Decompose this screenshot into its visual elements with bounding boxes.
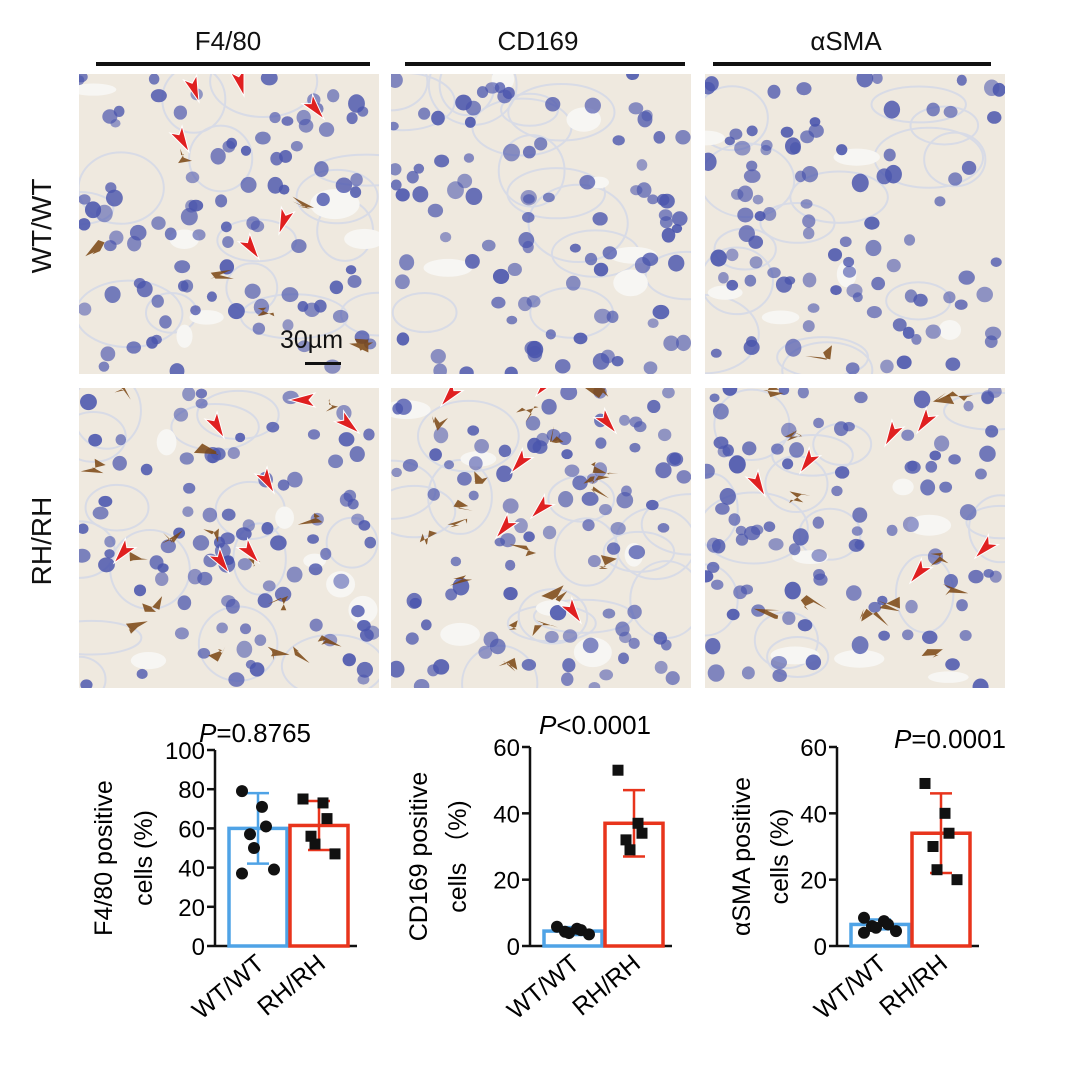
data-point	[260, 820, 272, 833]
data-point	[244, 828, 256, 841]
column-title-asma: αSMA	[810, 26, 882, 56]
y-tick-label: 20	[800, 868, 827, 895]
data-point	[624, 844, 636, 856]
y-tick-label: 100	[165, 738, 205, 765]
y-axis-label: cells （%)	[444, 800, 472, 913]
micrograph-rh-asma	[705, 388, 1005, 688]
data-point	[632, 817, 644, 829]
data-point	[890, 925, 902, 938]
column-rule-cd169	[405, 62, 685, 66]
scale-bar	[305, 362, 341, 365]
data-point	[321, 813, 333, 825]
y-tick-label: 20	[178, 895, 205, 922]
y-tick-label: 60	[178, 816, 205, 843]
chart-f480-svg: P=0.8765 0 20 40 60 80 100 F4/80 positive cells …	[90, 718, 357, 1025]
data-point	[636, 827, 648, 839]
x-tick-label: RH/RH	[252, 949, 331, 1021]
p-value-label: P<0.0001	[539, 710, 651, 740]
row-label-rh: RH/RH	[26, 496, 57, 586]
row-label-wt: WT/WT	[26, 178, 57, 274]
data-point	[329, 848, 341, 860]
data-point	[583, 928, 595, 941]
data-point	[939, 807, 951, 819]
micrograph-rh-cd169	[391, 388, 691, 688]
chart-asma: P=0.0001 0 20 40 60 αSMA positive cells (%) WT/…	[710, 700, 1081, 1063]
data-point	[931, 864, 943, 876]
micrograph-wt-f480	[79, 74, 379, 374]
data-point	[236, 785, 248, 798]
scale-bar-label: 30µm	[280, 326, 344, 354]
y-tick-label: 0	[814, 934, 827, 961]
y-tick-label: 80	[178, 777, 205, 804]
y-tick-label: 20	[493, 868, 520, 895]
column-rule-asma	[713, 62, 991, 66]
data-point	[919, 777, 931, 789]
data-point	[305, 830, 317, 842]
x-tick-label: RH/RH	[874, 949, 953, 1021]
y-tick-label: 40	[178, 856, 205, 883]
x-tick-label: RH/RH	[567, 949, 646, 1021]
data-point	[870, 921, 882, 934]
y-tick-label: 60	[493, 735, 520, 762]
y-axis-label: cells (%)	[766, 809, 794, 905]
p-value-label: P=0.8765	[199, 718, 311, 748]
micrograph-wt-asma	[705, 74, 1005, 374]
y-axis-label: cells (%)	[130, 810, 158, 906]
p-value-label: P=0.0001	[894, 724, 1006, 754]
column-title-f480: F4/80	[194, 26, 262, 56]
data-point	[309, 838, 321, 850]
y-axis-label: F4/80 positive	[90, 780, 118, 936]
data-point	[951, 874, 963, 886]
data-point	[858, 911, 870, 924]
column-title-cd169: CD169	[497, 26, 579, 56]
y-tick-label: 0	[507, 934, 520, 961]
y-axis-label: CD169 positive	[405, 772, 433, 942]
data-point	[563, 927, 575, 940]
micrograph-rh-f480	[79, 388, 379, 688]
y-tick-label: 40	[493, 801, 520, 828]
chart-f480: P=0.8765 0 20 40 60 80 100 F4/80 positive cells …	[0, 700, 380, 1063]
data-point	[236, 867, 248, 880]
y-tick-label: 0	[192, 934, 205, 961]
column-rule-f480	[96, 62, 370, 66]
micrograph-wt-cd169	[391, 74, 691, 374]
chart-cd169: P<0.0001 0 20 40 60 CD169 positive cells （%) WT…	[380, 700, 710, 1063]
data-point	[297, 793, 309, 805]
y-tick-label: 40	[800, 801, 827, 828]
y-tick-label: 60	[800, 735, 827, 762]
data-point	[256, 800, 268, 813]
y-axis-label: αSMA positive	[728, 777, 756, 936]
data-point	[620, 834, 632, 846]
data-point	[882, 918, 894, 931]
data-point	[317, 797, 329, 809]
data-point	[943, 827, 955, 839]
data-point	[927, 841, 939, 852]
data-point	[612, 764, 624, 776]
data-point	[268, 863, 280, 876]
data-point	[858, 926, 870, 939]
data-point	[248, 842, 260, 854]
